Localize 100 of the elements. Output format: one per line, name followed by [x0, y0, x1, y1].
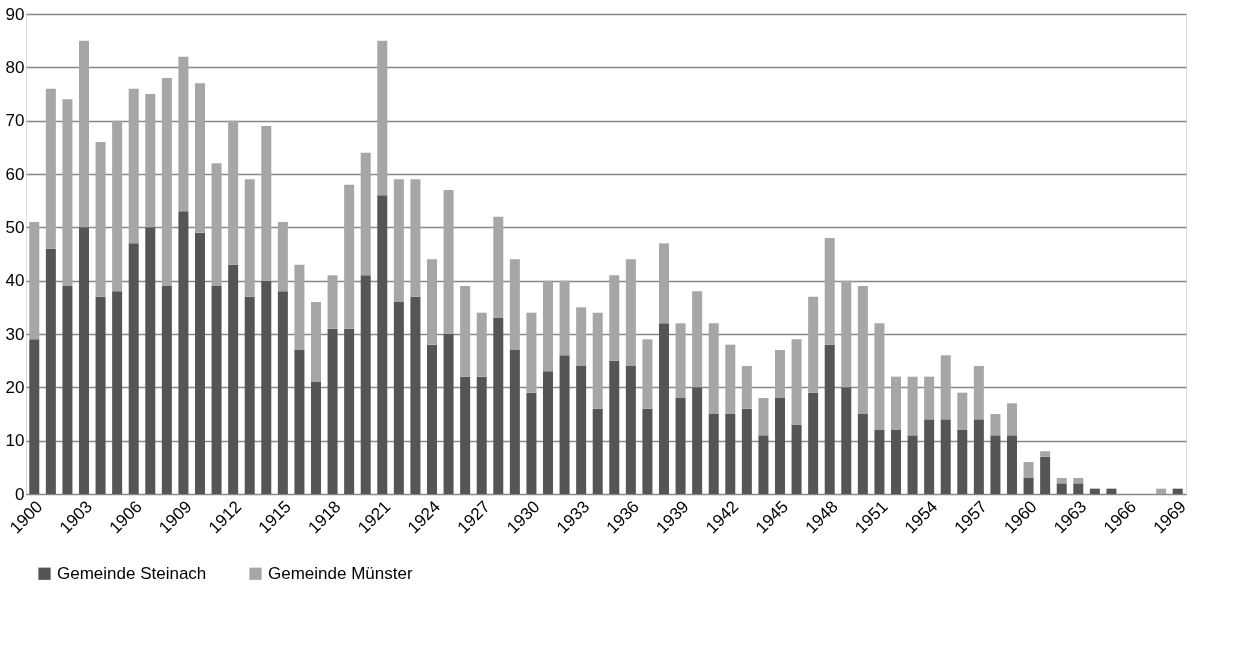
bar [559, 355, 570, 494]
bar [128, 88, 139, 244]
bar [924, 419, 935, 494]
bar [741, 366, 752, 409]
bar [112, 120, 123, 292]
bar [29, 222, 40, 340]
y-tick-label: 0 [15, 484, 25, 504]
bar [45, 88, 56, 249]
y-tick-label: 10 [5, 431, 25, 451]
bar [95, 296, 106, 494]
bar [377, 195, 388, 494]
bar [1073, 478, 1084, 484]
bar [62, 286, 73, 494]
bar [476, 312, 487, 377]
bar [360, 275, 371, 494]
bar [543, 371, 553, 494]
bar [1040, 456, 1051, 494]
y-tick-label: 90 [5, 4, 25, 24]
y-tick-label: 70 [5, 111, 25, 131]
bar [261, 126, 272, 281]
bar [427, 344, 437, 494]
bar [112, 291, 123, 494]
bar [741, 408, 752, 494]
bar [377, 40, 388, 196]
bar [244, 179, 255, 297]
bar [758, 435, 769, 494]
bar [957, 392, 968, 430]
bar [1156, 488, 1167, 494]
bar [1007, 403, 1017, 436]
bar [509, 350, 520, 494]
bar [62, 99, 73, 286]
bar [625, 259, 636, 366]
bar [1172, 488, 1183, 494]
bar [327, 275, 338, 329]
bar [808, 296, 819, 393]
bar [940, 419, 951, 494]
bar [1023, 462, 1034, 478]
y-tick-label: 50 [5, 217, 25, 237]
bar [277, 222, 288, 292]
bar [493, 318, 504, 494]
bar [161, 286, 172, 494]
bar [576, 366, 587, 494]
bar [924, 376, 935, 420]
bar [410, 179, 421, 297]
bar [1040, 451, 1051, 457]
bar [659, 323, 669, 494]
bar [625, 366, 636, 494]
bar [874, 430, 885, 494]
bar [211, 286, 222, 494]
bar [460, 286, 471, 377]
bar [1089, 488, 1100, 494]
bar [841, 387, 852, 494]
bar [957, 430, 968, 494]
bar [692, 291, 703, 388]
bar [311, 382, 321, 494]
bar [775, 350, 785, 398]
bar [675, 323, 686, 398]
bar [775, 398, 785, 494]
bar [476, 376, 487, 494]
bar [642, 408, 653, 494]
y-tick-label: 80 [5, 57, 25, 77]
bar [1023, 478, 1034, 494]
bar [857, 414, 868, 494]
bar [410, 296, 421, 494]
bar [29, 339, 40, 494]
bar [393, 179, 404, 302]
bar [609, 360, 620, 494]
bar [327, 328, 338, 494]
y-tick-label: 60 [5, 164, 25, 184]
bar [145, 227, 156, 494]
bar [592, 312, 603, 409]
bar [1007, 435, 1017, 494]
bar [659, 243, 669, 324]
bar [509, 259, 520, 350]
bar [128, 243, 139, 494]
bar [675, 398, 686, 494]
bar [841, 280, 852, 388]
bar [1106, 488, 1117, 494]
bar [145, 94, 156, 228]
bar [277, 291, 288, 494]
bar [791, 339, 802, 425]
bar [725, 414, 736, 494]
bar [443, 334, 454, 494]
bar [460, 376, 471, 494]
bar [973, 366, 984, 420]
y-tick-label: 30 [5, 324, 25, 344]
bar [526, 312, 537, 393]
y-tick-label: 40 [5, 271, 25, 291]
bar [360, 152, 371, 276]
bar [543, 280, 553, 372]
bar [808, 392, 819, 494]
bar [559, 280, 570, 356]
bar [940, 355, 951, 420]
bar [311, 302, 321, 382]
y-tick-label: 20 [5, 377, 25, 397]
bar [907, 435, 918, 494]
bar [1056, 483, 1067, 494]
bar [228, 264, 239, 494]
bar [609, 275, 620, 361]
bar [692, 387, 703, 494]
